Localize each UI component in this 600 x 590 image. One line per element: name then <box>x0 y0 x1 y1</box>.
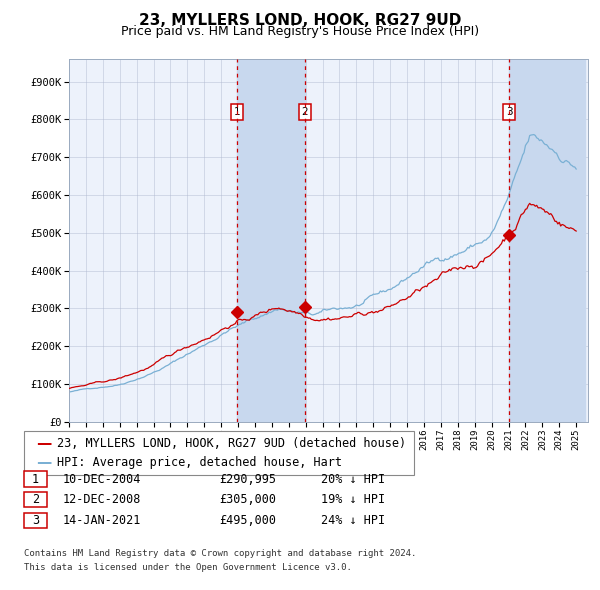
Bar <box>509 59 584 422</box>
Text: This data is licensed under the Open Government Licence v3.0.: This data is licensed under the Open Gov… <box>24 563 352 572</box>
Text: 2: 2 <box>32 493 39 506</box>
Text: 19% ↓ HPI: 19% ↓ HPI <box>321 493 385 506</box>
Bar <box>237 59 305 422</box>
Text: £290,995: £290,995 <box>219 473 276 486</box>
Text: 24% ↓ HPI: 24% ↓ HPI <box>321 514 385 527</box>
Text: —: — <box>36 455 52 470</box>
Text: 12-DEC-2008: 12-DEC-2008 <box>63 493 142 506</box>
Text: Price paid vs. HM Land Registry's House Price Index (HPI): Price paid vs. HM Land Registry's House … <box>121 25 479 38</box>
Text: 10-DEC-2004: 10-DEC-2004 <box>63 473 142 486</box>
Text: £305,000: £305,000 <box>219 493 276 506</box>
Text: 20% ↓ HPI: 20% ↓ HPI <box>321 473 385 486</box>
Text: —: — <box>36 435 52 451</box>
Text: HPI: Average price, detached house, Hart: HPI: Average price, detached house, Hart <box>57 456 342 469</box>
Text: 1: 1 <box>32 473 39 486</box>
Text: £495,000: £495,000 <box>219 514 276 527</box>
Text: 2: 2 <box>302 107 308 117</box>
Text: 23, MYLLERS LOND, HOOK, RG27 9UD (detached house): 23, MYLLERS LOND, HOOK, RG27 9UD (detach… <box>57 437 406 450</box>
Text: 23, MYLLERS LOND, HOOK, RG27 9UD: 23, MYLLERS LOND, HOOK, RG27 9UD <box>139 13 461 28</box>
Text: 3: 3 <box>506 107 512 117</box>
Text: 1: 1 <box>234 107 241 117</box>
Text: 14-JAN-2021: 14-JAN-2021 <box>63 514 142 527</box>
Text: 3: 3 <box>32 514 39 527</box>
Text: Contains HM Land Registry data © Crown copyright and database right 2024.: Contains HM Land Registry data © Crown c… <box>24 549 416 558</box>
